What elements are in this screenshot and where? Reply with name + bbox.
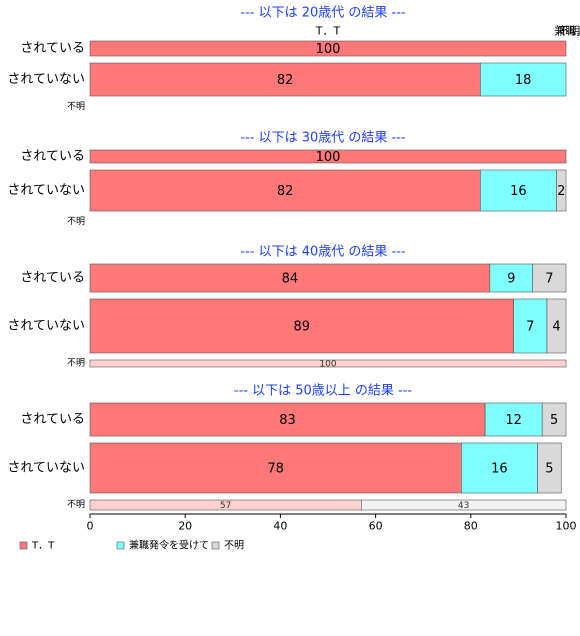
bar-segment <box>460 442 538 494</box>
bar-segment <box>484 402 543 437</box>
panel-title: --- 以下は 50歳以上 の結果 --- <box>234 384 413 399</box>
row-label: 不明 <box>67 358 85 369</box>
bar-segment <box>556 169 567 212</box>
legend-swatch <box>116 541 125 550</box>
data-label: 16 <box>491 462 508 477</box>
data-label: 2 <box>557 184 565 199</box>
data-label: 7 <box>545 272 553 287</box>
bar-segment <box>89 263 491 293</box>
data-label: 89 <box>294 320 311 335</box>
data-label: 82 <box>277 73 294 88</box>
data-label: 43 <box>458 501 469 511</box>
top-series-label: 不明. <box>558 25 580 38</box>
x-tick-label: 100 <box>556 520 577 533</box>
row-label: されていない <box>7 72 85 87</box>
x-tick-label: 60 <box>369 520 383 533</box>
bar-segment <box>89 40 567 57</box>
data-label: 57 <box>220 501 231 511</box>
bar-segment <box>89 149 567 164</box>
legend-label: 不明 <box>224 540 244 552</box>
data-label: 9 <box>507 272 515 287</box>
row-label: 不明 <box>67 216 85 227</box>
bar-segment <box>546 298 567 354</box>
data-label: 100 <box>316 150 341 165</box>
data-label: 83 <box>279 413 296 428</box>
panel-title: --- 以下は 20歳代 の結果 --- <box>240 6 406 21</box>
bar-segment <box>480 62 567 97</box>
panel-title: --- 以下は 40歳代 の結果 --- <box>240 245 406 260</box>
row-label: されている <box>20 271 85 286</box>
x-tick-label: 40 <box>273 520 287 533</box>
row-label: されている <box>20 41 85 56</box>
x-tick-label: 20 <box>178 520 192 533</box>
bar-segment <box>541 402 567 437</box>
legend-swatch <box>19 541 28 550</box>
data-label: 18 <box>515 73 532 88</box>
data-label: 5 <box>545 462 553 477</box>
bar-segment <box>89 359 567 368</box>
row-label: されている <box>20 412 85 427</box>
bar-segment <box>361 499 567 511</box>
bar-segment <box>532 263 567 293</box>
bar-segment <box>480 169 557 212</box>
bar-segment <box>89 298 514 354</box>
row-label: されている <box>20 149 85 164</box>
legend-label: T．T <box>31 541 55 552</box>
data-label: 16 <box>510 184 527 199</box>
data-label: 4 <box>552 320 560 335</box>
data-label: 7 <box>526 320 534 335</box>
legend-swatch <box>211 541 220 550</box>
data-label: 78 <box>267 462 284 477</box>
row-label: 不明 <box>67 499 85 510</box>
x-tick-label: 0 <box>87 520 94 533</box>
legend-label: 兼職発令を受けて <box>129 539 209 552</box>
x-tick-label: 80 <box>464 520 478 533</box>
data-label: 5 <box>550 413 558 428</box>
bar-segment <box>89 62 481 97</box>
row-label: されていない <box>7 461 85 476</box>
top-series-label: 兼職. <box>554 25 580 38</box>
bar-segment <box>489 263 533 293</box>
data-label: 100 <box>316 42 341 57</box>
row-label: されていない <box>7 319 85 334</box>
bar-segment <box>89 169 481 212</box>
data-label: 12 <box>505 413 522 428</box>
data-label: 84 <box>282 272 299 287</box>
top-series-label: T．T <box>315 25 341 38</box>
row-label: されていない <box>7 183 85 198</box>
row-label: 不明 <box>67 101 85 112</box>
bar-segment <box>89 402 486 437</box>
bar-segment <box>537 442 562 494</box>
data-label: 100 <box>319 360 336 370</box>
data-label: 82 <box>277 184 294 199</box>
panel-title: --- 以下は 30歳代 の結果 --- <box>240 131 406 146</box>
